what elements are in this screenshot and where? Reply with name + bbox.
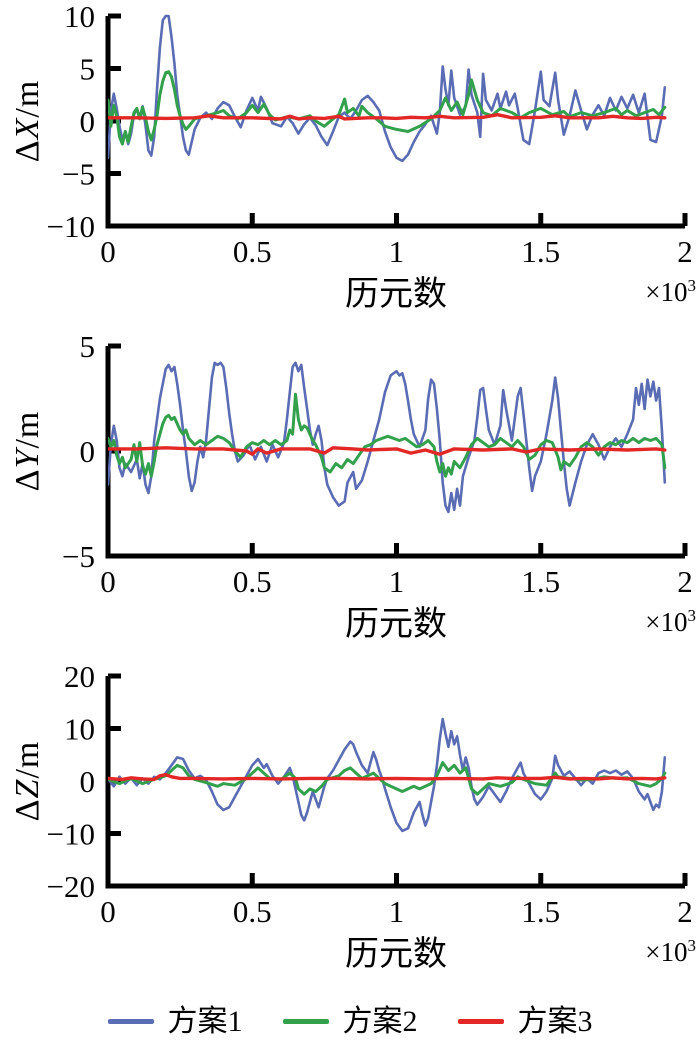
y-axis-label-prefix: Δ: [9, 798, 46, 822]
y-axis-label-prefix: Δ: [9, 468, 46, 492]
y-tick-label: 10: [64, 712, 95, 747]
chart-delta-z: 0 0.5 1 1.5 2 −20 −10 0 10 20 ΔZ/m 历元数 ×103: [0, 660, 700, 990]
axis-lines: [105, 676, 685, 889]
y-tick-label: −20: [47, 869, 95, 904]
y-tick-label: −10: [47, 209, 95, 244]
x-scale-base: ×10: [645, 607, 688, 637]
legend-line-scheme-3: [457, 1019, 504, 1024]
series-line-scheme-3: [108, 113, 667, 121]
delta-z-x-axis-label: 历元数: [345, 936, 447, 973]
delta-y-x-axis-label: 历元数: [345, 606, 447, 643]
legend-line-scheme-1: [107, 1019, 154, 1024]
x-tick-label: 0.5: [233, 234, 272, 269]
legend-item-scheme-1: 方案1: [107, 1004, 243, 1038]
y-tick-label: −5: [62, 157, 95, 192]
x-scale-exponent: 3: [687, 606, 697, 625]
y-tick-label: 0: [80, 434, 96, 469]
x-tick-label: 1.5: [521, 894, 560, 929]
x-tick-label: 1.5: [521, 564, 560, 599]
y-axis-label-suffix: /m: [9, 79, 46, 118]
y-axis-label-suffix: /m: [9, 740, 46, 779]
delta-x-y-axis-label: ΔX/m: [9, 80, 47, 163]
series-line-scheme-1: [108, 14, 667, 163]
delta-y-plot-svg: 0 0.5 1 1.5 2−505: [62, 330, 693, 599]
delta-y-y-axis-label: ΔY/m: [9, 411, 47, 492]
delta-x-plot-svg: 0 0.5 1 1.5 2 −10 −5 0 5 10: [47, 0, 693, 269]
x-tick-label: 2: [677, 234, 693, 269]
x-tick-label: 1: [389, 894, 405, 929]
y-axis-label-variable: Z: [9, 778, 46, 799]
legend-label-scheme-3: 方案3: [517, 1004, 593, 1038]
y-tick-label: −10: [47, 817, 95, 852]
delta-z-x-scale-label: ×103: [645, 936, 696, 968]
x-tick-label: 1: [389, 234, 405, 269]
delta-x-x-scale-label: ×103: [645, 276, 696, 308]
x-tick-label: 1.5: [521, 234, 560, 269]
x-scale-exponent: 3: [687, 276, 697, 295]
series-line-scheme-3: [108, 773, 667, 782]
y-tick-label: 5: [80, 52, 96, 87]
y-axis-label-prefix: Δ: [9, 139, 46, 163]
legend-label-scheme-2: 方案2: [342, 1004, 418, 1038]
x-tick-label: 2: [677, 564, 693, 599]
y-tick-label: 0: [80, 104, 96, 139]
y-tick-label: 20: [64, 660, 95, 694]
series-line-scheme-1: [108, 361, 667, 514]
delta-x-x-axis-label: 历元数: [345, 276, 447, 313]
legend-label-scheme-1: 方案1: [167, 1004, 243, 1038]
x-tick-label: 1: [389, 564, 405, 599]
legend-item-scheme-2: 方案2: [282, 1004, 418, 1038]
y-tick-label: −5: [62, 539, 95, 574]
series-line-scheme-2: [108, 70, 667, 146]
y-tick-label: 0: [80, 764, 96, 799]
y-tick-label: 10: [64, 0, 95, 34]
legend-item-scheme-3: 方案3: [457, 1004, 593, 1038]
delta-y-x-scale-label: ×103: [645, 606, 696, 638]
x-tick-label: 0: [100, 234, 116, 269]
chart-delta-x: 0 0.5 1 1.5 2 −10 −5 0 5 10 ΔX/m 历元数 ×103: [0, 0, 700, 330]
x-tick-label: 0.5: [233, 564, 272, 599]
x-tick-label: 0: [100, 564, 116, 599]
series-line-scheme-1: [108, 717, 667, 833]
series-line-scheme-2: [108, 392, 667, 478]
chart-delta-y: 0 0.5 1 1.5 2 −5 0 5 ΔY/m 历元数 ×103: [0, 330, 700, 660]
x-tick-label: 0.5: [233, 894, 272, 929]
y-tick-label: 5: [80, 330, 96, 364]
x-tick-label: 0: [100, 894, 116, 929]
legend: 方案1 方案2 方案3: [0, 990, 700, 1053]
y-axis-label-suffix: /m: [9, 410, 46, 449]
x-scale-base: ×10: [645, 277, 688, 307]
x-scale-exponent: 3: [687, 936, 697, 955]
series-line-scheme-3: [108, 446, 667, 456]
x-scale-base: ×10: [645, 937, 688, 967]
legend-line-scheme-2: [282, 1019, 329, 1024]
delta-z-plot-svg: 0 0.5 1 1.5 2 −20 −10 0 10 20: [47, 660, 693, 929]
y-axis-label-variable: X: [9, 117, 46, 140]
axis-lines: [105, 346, 685, 559]
delta-z-y-axis-label: ΔZ/m: [9, 741, 47, 822]
y-axis-label-variable: Y: [9, 448, 46, 469]
x-tick-label: 2: [677, 894, 693, 929]
